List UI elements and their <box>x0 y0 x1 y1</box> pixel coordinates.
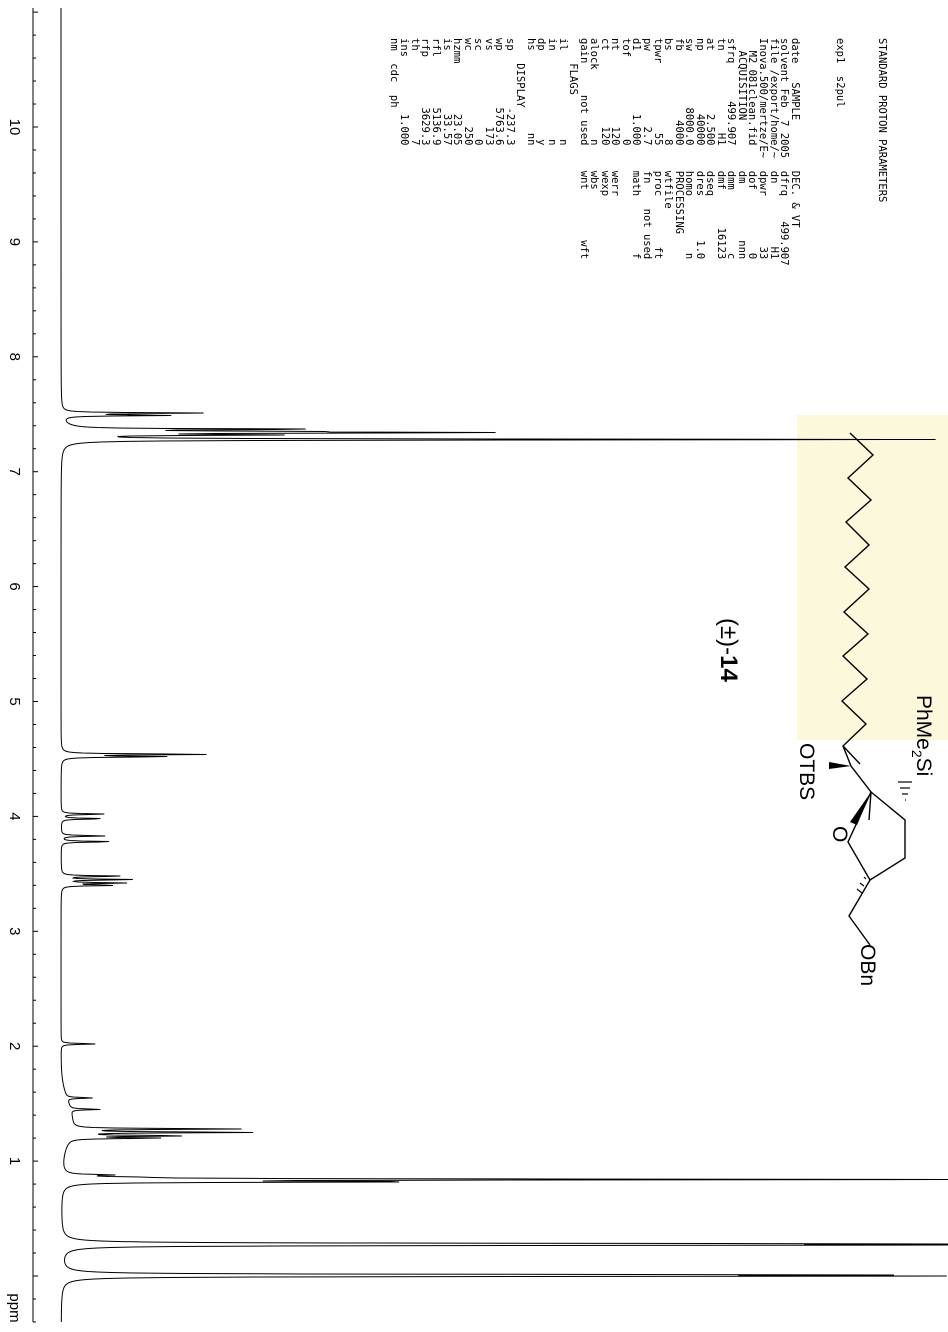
parameter-line: nm cdc ph <box>387 38 400 108</box>
parameter-lines: date SAMPLE DEC. & VT solvent Feb 7 2005 … <box>387 38 801 358</box>
structure-highlight-box <box>797 415 948 740</box>
parameter-line: is 33.57 <box>440 38 453 146</box>
parameter-line: in n <box>546 38 559 146</box>
spectrum-trace-layer <box>60 8 948 1322</box>
tick-label: 2 <box>6 1042 23 1050</box>
parameter-line: DISPLAY <box>514 38 527 108</box>
ch2-obn-bond <box>848 879 871 946</box>
otbs-label: OTBS <box>795 743 818 800</box>
otbs-wedge <box>829 762 851 769</box>
tick-label: 4 <box>6 812 23 820</box>
tick-label: 9 <box>6 238 23 246</box>
tick-label: 8 <box>6 353 23 361</box>
carbinol-bond <box>842 745 872 821</box>
parameter-line: at 2.500 dseq <box>704 38 717 197</box>
parameter-line: solvent Feb 7 2005 dfrq 499.907 <box>778 38 791 266</box>
thf-ring-bond <box>847 791 906 881</box>
parameter-line: sp -237.3 <box>503 38 516 146</box>
parameter-line: rfp 3629.3 <box>419 38 432 146</box>
parameter-line: rfl 5136.9 <box>430 38 443 146</box>
ring-wedge <box>850 792 871 825</box>
alkyl-chain-bond <box>840 432 875 765</box>
parameter-line: ins 1.000 <box>398 38 411 146</box>
tick-label: 1 <box>6 1157 23 1165</box>
parameter-line: alock n wbs <box>588 38 601 190</box>
parameter-line: fb 4000 PROCESSING <box>672 38 685 234</box>
silyl-label: PhMe2Si <box>909 695 935 776</box>
ring-oxygen-label: O <box>828 826 851 842</box>
parameter-line: dp y <box>535 38 548 146</box>
parameter-line: FLAGS <box>567 38 580 95</box>
tick-label: 10 <box>6 119 23 136</box>
parameter-line: file /export/home/~ dn H1 <box>767 38 780 260</box>
parameter-line: il n <box>556 38 569 146</box>
compound-label: (±)-14 <box>715 618 742 683</box>
tick-label: 3 <box>6 927 23 935</box>
parameter-line: gain not used wnt wft <box>577 38 590 260</box>
tick-label: 6 <box>6 582 23 590</box>
parameter-line: sc 0 <box>472 38 485 146</box>
parameter-line: hzmm 23.05 <box>451 38 464 146</box>
acquisition-parameters: STANDARD PROTON PARAMETERS exp1 s2pul da… <box>388 38 908 358</box>
parameter-line: np 40000 dres 1.0 <box>693 38 706 260</box>
parameter-line: Inova.500/mertze/E~ dpwr 33 <box>756 38 769 260</box>
ppm-axis: 10 9 8 7 6 5 4 3 2 1 ppm <box>6 8 38 1323</box>
parameter-line: ACQUISITION dm nnn <box>735 38 748 260</box>
tick-label: 7 <box>6 468 23 476</box>
spectrum-trace <box>60 8 948 1322</box>
obn-label: OBn <box>856 944 879 986</box>
parameter-line: tof 0 <box>619 38 632 146</box>
axis-title: ppm <box>6 1293 23 1322</box>
parameter-line: nt 120 werr <box>609 38 622 197</box>
parameter-line: tn H1 dmf 16123 <box>714 38 727 260</box>
parameter-line: wc 250 <box>461 38 474 146</box>
c5-hash-bond <box>856 876 867 894</box>
parameter-line: pw 2.7 fn not used <box>640 38 653 260</box>
parameter-line: d1 1.000 math f <box>630 38 643 260</box>
parameter-line: date SAMPLE DEC. & VT <box>788 38 801 228</box>
parameter-line: hs nn <box>524 38 537 146</box>
tick-label: 5 <box>6 697 23 705</box>
parameter-line: M2_081clean.fid dof 0 <box>746 38 759 260</box>
parameter-line: vs 173 <box>482 38 495 146</box>
parameter-line: sw 8000.0 homo n <box>683 38 696 260</box>
parameter-line: sfrq 499.907 dmm c <box>725 38 738 260</box>
parameters-header: STANDARD PROTON PARAMETERS <box>875 38 888 203</box>
parameter-line: tpwr 55 proc ft <box>651 38 664 260</box>
parameter-line: wp 5763.6 <box>493 38 506 146</box>
parameter-line: ct 120 wexp <box>598 38 611 197</box>
chemical-structure: PhMe2Si OTBS O OBn (±)-14 <box>715 432 935 986</box>
experiment-name: exp1 s2pul <box>834 38 847 108</box>
parameter-line: bs 8 wtfile <box>662 38 675 209</box>
silyl-hash-bond <box>898 781 912 801</box>
parameter-line: th 7 <box>408 38 421 146</box>
